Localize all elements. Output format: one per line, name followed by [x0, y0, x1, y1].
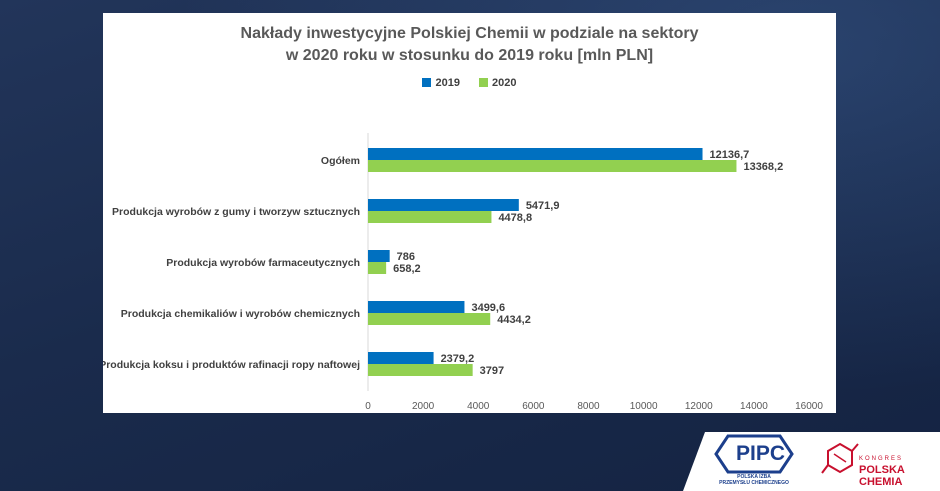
chart-panel: Nakłady inwestycyjne Polskiej Chemii w p… — [103, 13, 836, 413]
data-label-2020-2: 4478,8 — [498, 212, 532, 224]
bar-2019-3 — [368, 250, 390, 262]
kongres-molecule-icon — [821, 442, 859, 474]
bar-2019-2 — [368, 199, 519, 211]
bar-2020-3 — [368, 262, 387, 274]
category-label-1: Ogółem — [321, 155, 360, 167]
data-label-2020-5: 3797 — [480, 365, 504, 377]
category-label-5: Produkcja koksu i produktów rafinacji ro… — [103, 359, 360, 371]
chart-title-line-2: w 2020 roku w stosunku do 2019 roku [mln… — [285, 47, 654, 64]
data-label-2019-4: 3499,6 — [471, 302, 505, 314]
chart-legend: 2019 2020 — [103, 77, 836, 89]
x-tick-label-8000: 8000 — [577, 401, 600, 412]
category-label-4: Produkcja chemikaliów i wyrobów chemiczn… — [121, 308, 360, 320]
pipc-logo-text: PIPC — [736, 442, 786, 465]
kongres-big-text: POLSKA CHEMIA — [859, 464, 905, 488]
legend-label-2019: 2019 — [435, 77, 460, 89]
data-label-2019-3: 786 — [397, 251, 415, 263]
legend-label-2020: 2020 — [492, 77, 517, 89]
bar-2020-5 — [368, 364, 473, 376]
data-label-2020-1: 13368,2 — [743, 161, 783, 173]
x-tick-label-12000: 12000 — [685, 401, 713, 412]
bar-2020-1 — [368, 160, 737, 172]
x-tick-label-2000: 2000 — [412, 401, 435, 412]
legend-swatch-2020 — [479, 78, 489, 87]
bar-2019-5 — [368, 352, 434, 364]
bar-2020-4 — [368, 313, 491, 325]
category-label-2: Produkcja wyrobów z gumy i tworzyw sztuc… — [112, 206, 360, 218]
x-tick-label-16000: 16000 — [795, 401, 823, 412]
x-tick-label-6000: 6000 — [522, 401, 545, 412]
data-label-2020-4: 4434,2 — [497, 314, 531, 326]
pipc-logo-subtitle: POLSKA IZBA PRZEMYSŁU CHEMICZNEGO — [714, 474, 794, 486]
kongres-small-text: KONGRES — [859, 456, 904, 462]
legend-swatch-2019 — [422, 78, 432, 87]
chart-title-line-1: Nakłady inwestycyjne Polskiej Chemii w p… — [240, 25, 699, 42]
data-label-2019-1: 12136,7 — [710, 149, 750, 161]
pipc-subtitle-line-1: POLSKA IZBA — [737, 474, 771, 480]
bar-2019-4 — [368, 301, 465, 313]
category-label-3: Produkcja wyrobów farmaceutycznych — [166, 257, 360, 269]
x-tick-label-0: 0 — [365, 401, 371, 412]
pipc-hexagon-icon — [714, 434, 794, 474]
x-tick-label-10000: 10000 — [630, 401, 658, 412]
chart-title: Nakłady inwestycyjne Polskiej Chemii w p… — [103, 23, 836, 67]
bar-2019-1 — [368, 148, 703, 160]
x-tick-label-4000: 4000 — [467, 401, 490, 412]
bar-2020-2 — [368, 211, 492, 223]
data-label-2020-3: 658,2 — [393, 263, 421, 275]
pipc-subtitle-line-2: PRZEMYSŁU CHEMICZNEGO — [719, 480, 789, 486]
data-label-2019-2: 5471,9 — [526, 200, 560, 212]
data-label-2019-5: 2379,2 — [441, 353, 475, 365]
x-tick-label-14000: 14000 — [740, 401, 768, 412]
legend-item-2020: 2020 — [479, 77, 517, 89]
legend-item-2019: 2019 — [422, 77, 460, 89]
